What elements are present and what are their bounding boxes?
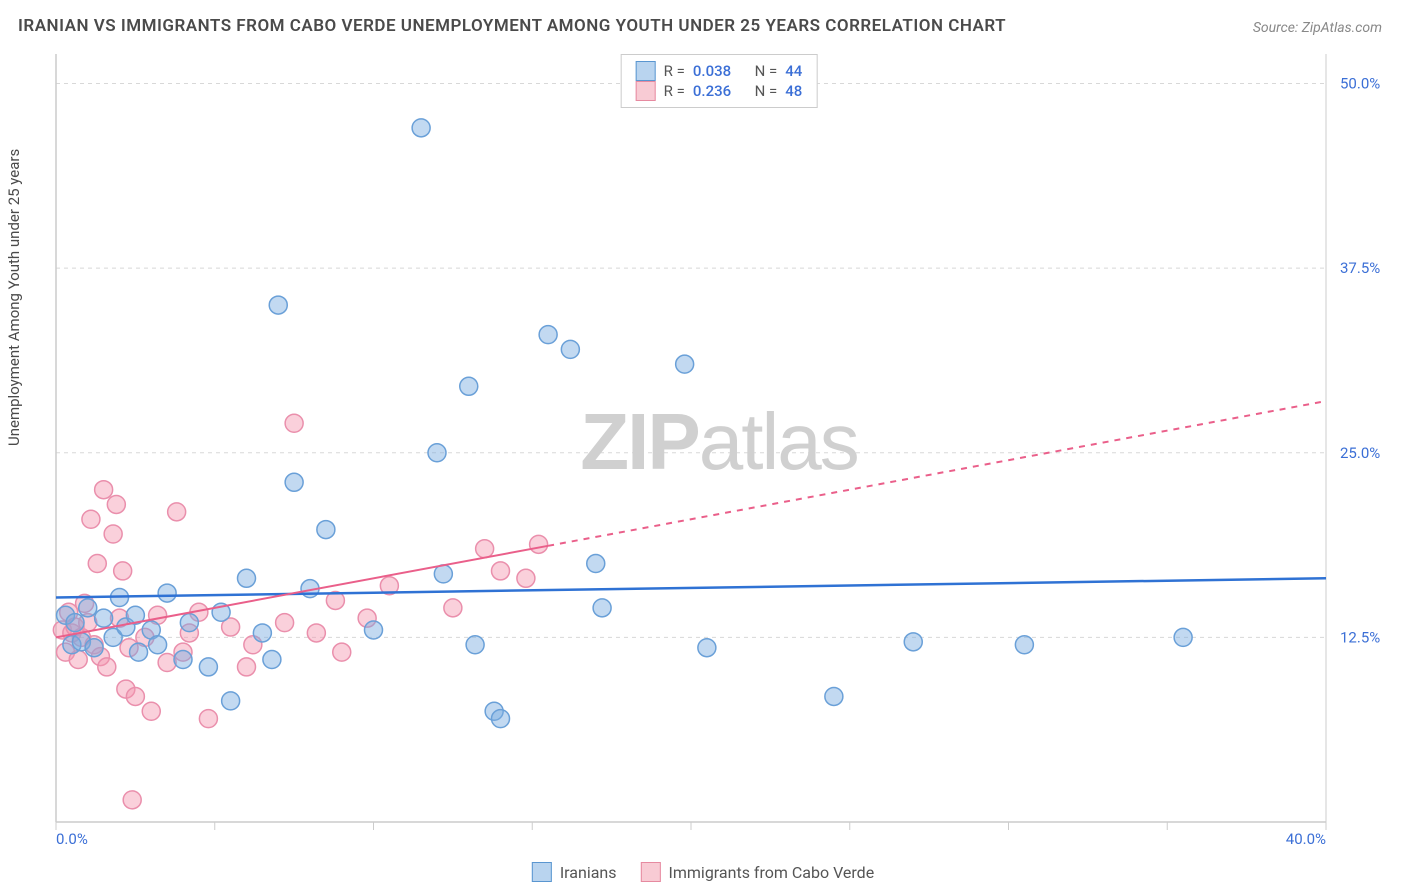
legend-item-cabo-verde: Immigrants from Cabo Verde <box>641 862 875 882</box>
svg-text:40.0%: 40.0% <box>1286 830 1326 848</box>
r-label: R = <box>664 82 685 100</box>
series-legend: Iranians Immigrants from Cabo Verde <box>532 862 874 882</box>
plot-area: 12.5%25.0%37.5%50.0%0.0%40.0% ZIPatlas R… <box>52 50 1386 852</box>
legend-swatch-pink <box>636 81 656 101</box>
legend-swatch-blue <box>532 862 552 882</box>
svg-text:0.0%: 0.0% <box>56 830 88 848</box>
n-label: N = <box>755 82 778 100</box>
legend-row-blue: R = 0.038 N = 44 <box>636 61 803 81</box>
n-value-pink: 48 <box>785 82 802 100</box>
legend-item-iranians: Iranians <box>532 862 617 882</box>
n-value-blue: 44 <box>785 62 802 80</box>
y-axis-label: Unemployment Among Youth under 25 years <box>5 149 23 446</box>
chart-title: IRANIAN VS IMMIGRANTS FROM CABO VERDE UN… <box>18 16 1006 36</box>
legend-label-cabo-verde: Immigrants from Cabo Verde <box>669 863 875 882</box>
scatter-plot-svg: 12.5% 25.0% 37.5% 50.0% 0.0% 40.0% <box>52 50 1386 852</box>
svg-text:25.0%: 25.0% <box>1340 444 1380 462</box>
legend-swatch-blue <box>636 61 656 81</box>
svg-text:37.5%: 37.5% <box>1340 259 1380 277</box>
r-label: R = <box>664 62 685 80</box>
chart-container: IRANIAN VS IMMIGRANTS FROM CABO VERDE UN… <box>0 0 1406 892</box>
n-label: N = <box>755 62 778 80</box>
r-value-blue: 0.038 <box>693 62 731 80</box>
legend-row-pink: R = 0.236 N = 48 <box>636 81 803 101</box>
legend-label-iranians: Iranians <box>560 863 617 882</box>
legend-swatch-pink <box>641 862 661 882</box>
r-value-pink: 0.236 <box>693 82 731 100</box>
svg-text:50.0%: 50.0% <box>1340 75 1380 93</box>
svg-text:12.5%: 12.5% <box>1340 628 1380 646</box>
source-label: Source: ZipAtlas.com <box>1253 20 1382 36</box>
correlation-legend: R = 0.038 N = 44 R = 0.236 N = 48 <box>621 54 818 108</box>
